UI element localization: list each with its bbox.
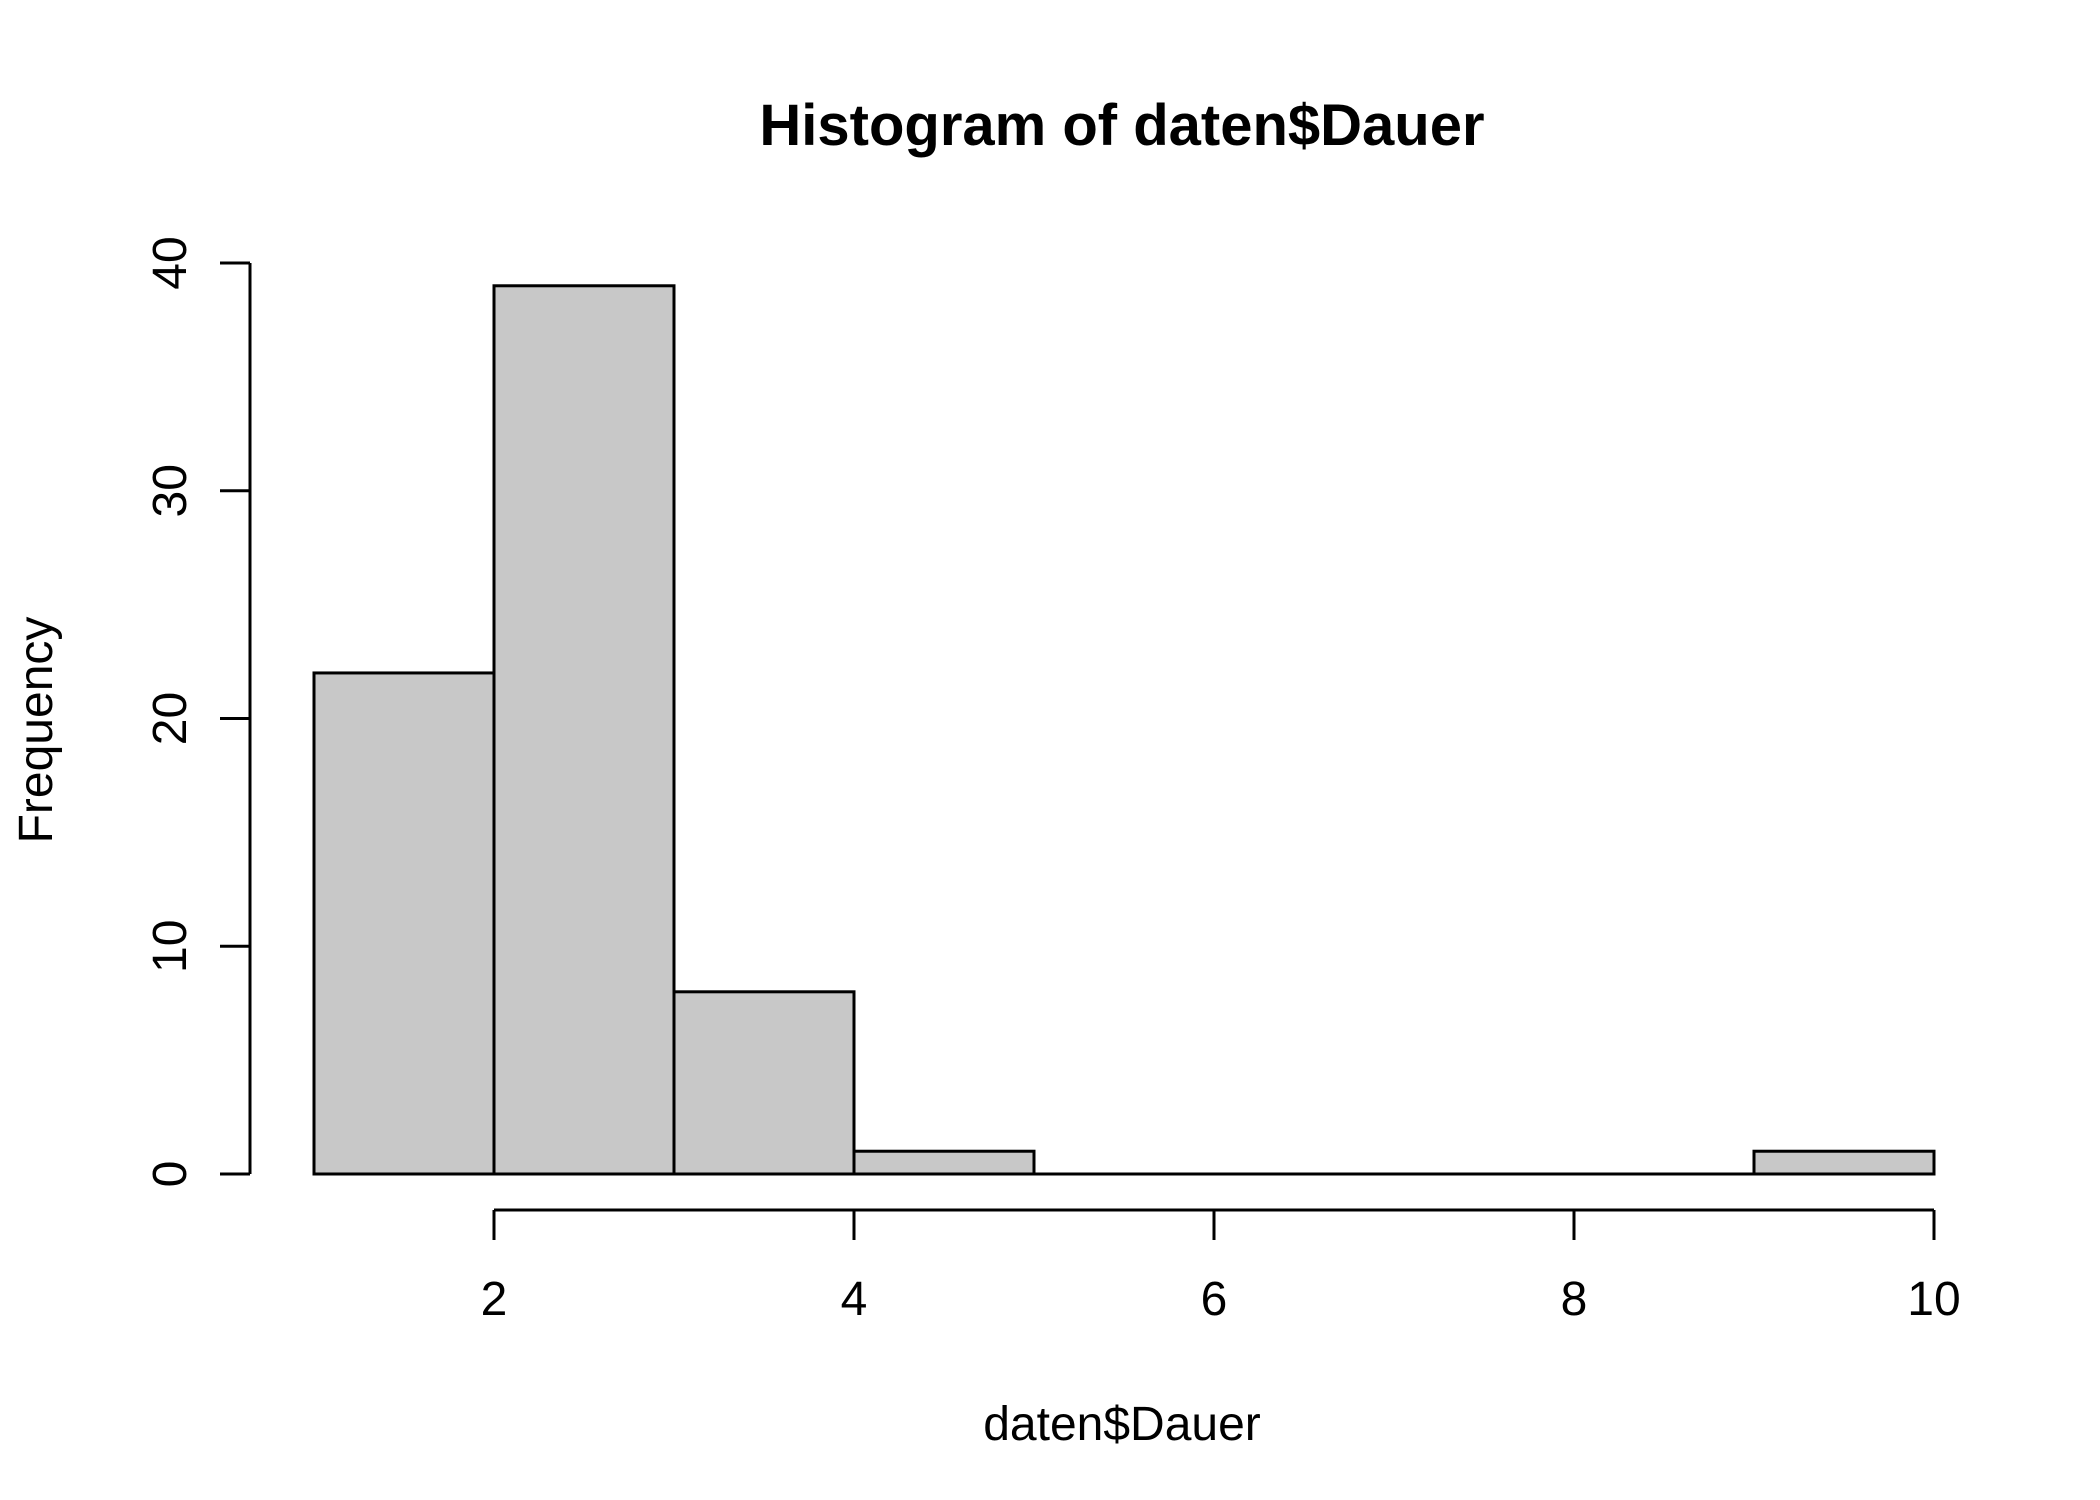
bars-group [312, 284, 1936, 1176]
x-tick-label-8: 8 [1561, 1273, 1588, 1326]
x-axis: 2 4 6 8 10 [481, 1208, 1961, 1326]
y-tick-label-30: 30 [144, 464, 197, 517]
x-tick-label-2: 2 [481, 1273, 508, 1326]
y-tick-label-10: 10 [144, 920, 197, 973]
y-tick-label-0: 0 [144, 1161, 197, 1188]
x-tick-label-6: 6 [1201, 1273, 1228, 1326]
histogram-bar-1 [492, 284, 676, 1176]
histogram-bar-2 [672, 990, 856, 1176]
x-tick-label-10: 10 [1907, 1273, 1960, 1326]
histogram-bar-8 [1752, 1149, 1936, 1176]
histogram-bar-3 [852, 1149, 1036, 1176]
y-axis: 0 10 20 30 40 [144, 236, 252, 1188]
y-axis-label: Frequency [10, 617, 63, 844]
x-axis-label: daten$Dauer [983, 1398, 1261, 1451]
y-tick-label-40: 40 [144, 236, 197, 289]
chart-title: Histogram of daten$Dauer [759, 93, 1484, 158]
x-tick-label-4: 4 [841, 1273, 868, 1326]
histogram-bar-0 [312, 671, 496, 1176]
y-tick-label-20: 20 [144, 692, 197, 745]
